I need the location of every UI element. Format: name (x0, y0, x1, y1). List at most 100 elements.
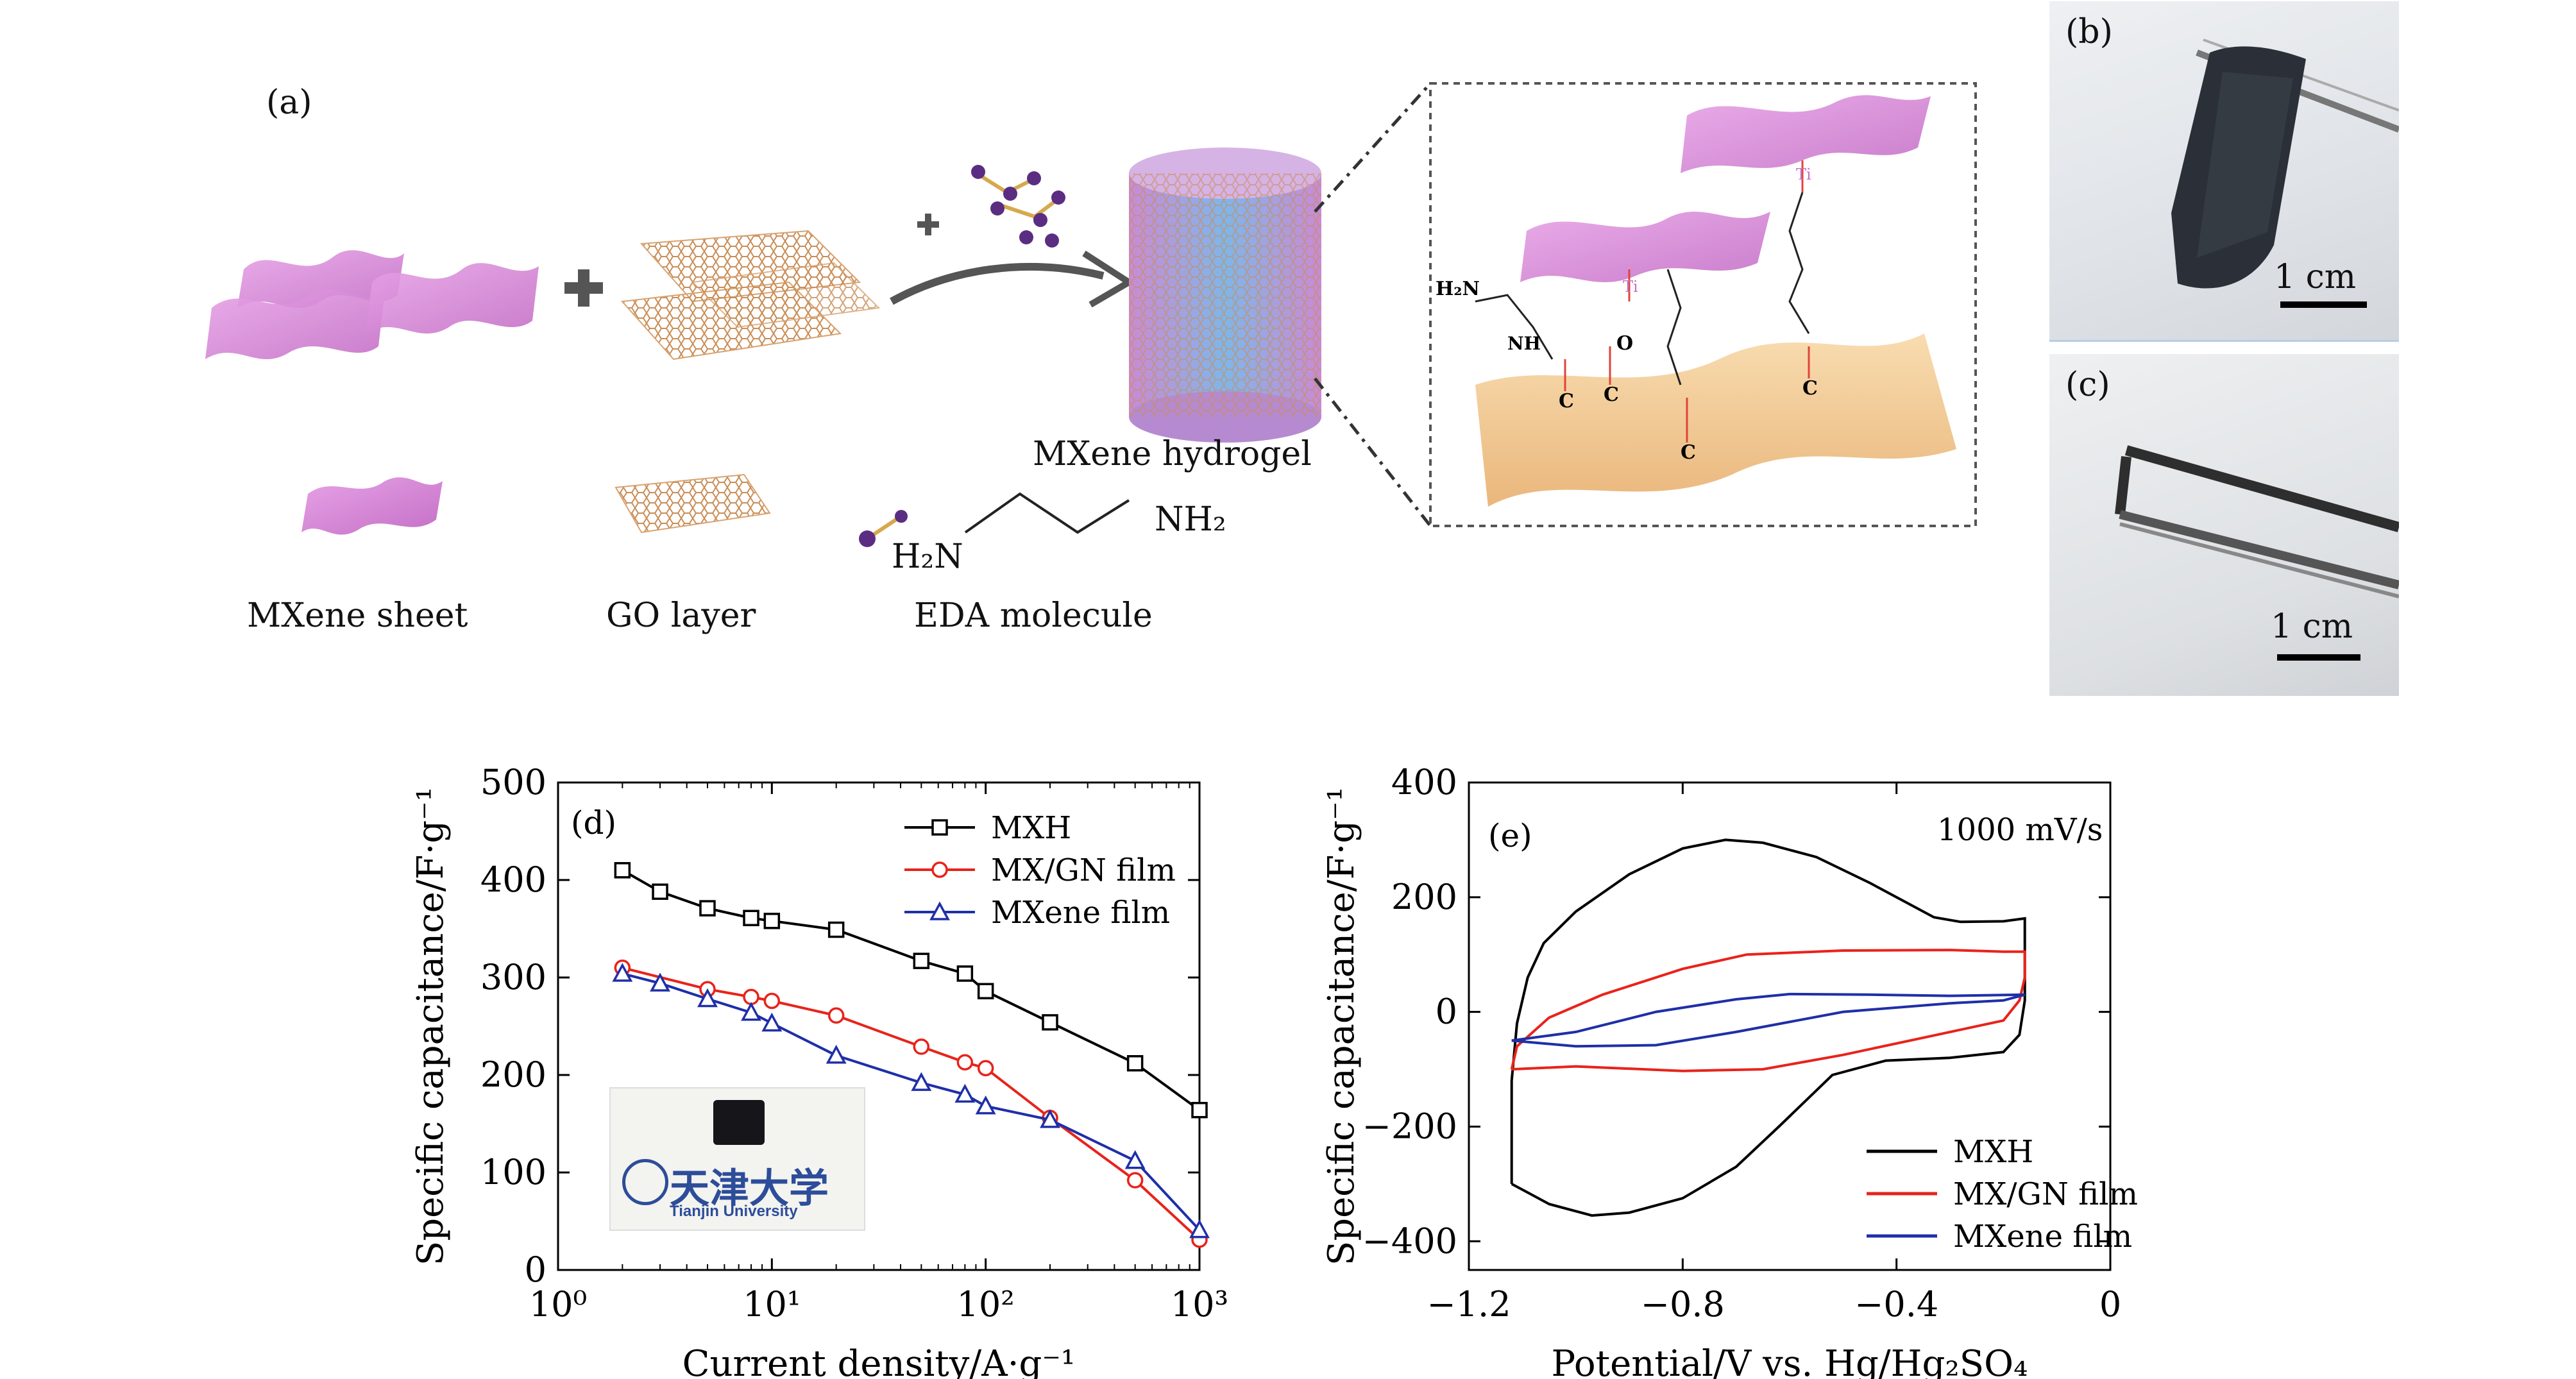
scan-rate-annotation: 1000 mV/s (1937, 812, 2103, 848)
data-point (612, 963, 633, 982)
x-tick-label: 0 (2099, 1284, 2121, 1324)
data-point (977, 1060, 994, 1077)
mxene-sheet-small (301, 477, 443, 535)
legend-label: MXH (991, 810, 1071, 846)
panel-b-label: (b) (2065, 13, 2113, 51)
data-point (1126, 1172, 1144, 1189)
data-point (956, 1054, 974, 1070)
inset-c-4: C (1802, 377, 1818, 400)
inset-chemistry (1475, 95, 1956, 507)
inset-c-1: C (1559, 390, 1574, 412)
data-point (1040, 1109, 1060, 1128)
data-point (1126, 1055, 1144, 1072)
data-point (652, 883, 668, 900)
data-point (931, 819, 948, 836)
go-layers-stack (620, 230, 881, 360)
data-point (1189, 1219, 1210, 1239)
eda-molecule-caption: EDA molecule (914, 596, 1153, 635)
y-tick-label: 400 (480, 859, 547, 900)
plus-icon (564, 269, 603, 307)
legend-label: MXene film (1953, 1219, 2132, 1255)
logo-text: 天津大学 (670, 1165, 829, 1212)
x-tick-label: 10³ (1171, 1284, 1228, 1324)
data-point (826, 1044, 847, 1064)
y-tick-label: −400 (1362, 1221, 1457, 1261)
data-point (931, 861, 948, 878)
plus-small-icon (917, 214, 939, 235)
data-point (1124, 1150, 1146, 1169)
logo-subtext: Tianjin University (670, 1203, 798, 1220)
plot-frame (557, 781, 1201, 1271)
go-layer-caption: GO layer (606, 596, 756, 635)
eda-structure (859, 492, 1130, 547)
data-point (699, 900, 716, 917)
y-tick-label: −200 (1362, 1106, 1457, 1146)
inset-ti-2: Ti (1796, 165, 1811, 183)
panel-b-scale-label: 1 cm (2274, 258, 2357, 296)
y-tick-label: 400 (1391, 762, 1457, 802)
eda-cluster-icon (971, 165, 1065, 248)
data-point (913, 952, 930, 969)
y-tick-label: 500 (480, 762, 547, 802)
data-point (975, 1095, 996, 1115)
x-axis-label: Current density/A·g⁻¹ (682, 1343, 1076, 1379)
panel-d-label: (d) (571, 804, 616, 842)
series-line (622, 972, 1201, 1231)
data-point (741, 1002, 761, 1021)
panel-c-label: (c) (2065, 366, 2110, 404)
eda-formula-left: H₂N (892, 537, 963, 576)
panel-a-label: (a) (266, 83, 312, 122)
y-tick-label: 0 (1436, 992, 1457, 1032)
y-tick-label: 0 (525, 1249, 547, 1290)
inset-h2n: H₂N (1436, 278, 1480, 300)
legend-label: MX/GN film (1953, 1176, 2138, 1212)
legend-label: MXene film (991, 895, 1170, 931)
data-point (913, 1038, 930, 1055)
plot-frame (1468, 781, 2112, 1271)
inset-box (1429, 82, 1977, 527)
y-tick-label: 100 (480, 1152, 547, 1192)
inset-nh: NH (1507, 333, 1541, 354)
logo-inset: 天津大学 Tianjin University (609, 1087, 865, 1231)
hydrogel-cylinder (1129, 148, 1321, 443)
data-point (697, 988, 718, 1008)
x-tick-label: 10² (956, 1284, 1014, 1324)
logo-block (713, 1100, 765, 1145)
data-point (763, 992, 781, 1010)
inset-ti-1: Ti (1623, 278, 1638, 296)
panel-c-photo: (c) 1 cm (2049, 354, 2399, 696)
data-point (650, 972, 670, 992)
series-line (1510, 949, 2026, 1072)
x-tick-label: −0.4 (1854, 1284, 1938, 1324)
hydrogel-caption: MXene hydrogel (1033, 435, 1312, 473)
data-point (763, 913, 781, 929)
data-point (1191, 1101, 1208, 1119)
gel-sample-image (2171, 38, 2399, 289)
x-tick-label: −1.2 (1427, 1284, 1511, 1324)
arrow-icon (890, 262, 1105, 305)
x-tick-label: 10¹ (743, 1284, 801, 1324)
film-sample-image (2115, 445, 2399, 598)
legend-label: MX/GN film (991, 852, 1176, 888)
data-point (954, 1083, 976, 1103)
chart-e: −1.2 −0.8 −0.4 0 −400 −200 0 200 400 Potential/V … (1321, 762, 2138, 1379)
panel-b-photo: (b) 1 cm (2049, 1, 2399, 342)
data-point (977, 983, 994, 1000)
data-point (1042, 1014, 1058, 1031)
data-point (761, 1012, 783, 1032)
y-tick-label: 300 (480, 957, 547, 997)
panel-c-scale-bar (2277, 654, 2360, 661)
logo-seal-icon (622, 1159, 668, 1205)
go-layer-small (614, 473, 771, 534)
panel-e-label: (e) (1488, 817, 1532, 854)
mxene-sheets-stack (205, 250, 539, 359)
data-point (929, 901, 950, 920)
x-tick-label: −0.8 (1641, 1284, 1725, 1324)
x-tick-label: 10⁰ (529, 1284, 587, 1324)
y-axis-label: Specific capacitance/F·g⁻¹ (1321, 787, 1362, 1265)
schematic-illustration: H₂N O NH C C C C Ti Ti (205, 82, 1977, 547)
series-line (1510, 838, 2026, 1217)
legend-label: MXH (1953, 1134, 2033, 1170)
panel-c-scale-label: 1 cm (2271, 607, 2353, 646)
series-line (1511, 992, 2026, 1048)
